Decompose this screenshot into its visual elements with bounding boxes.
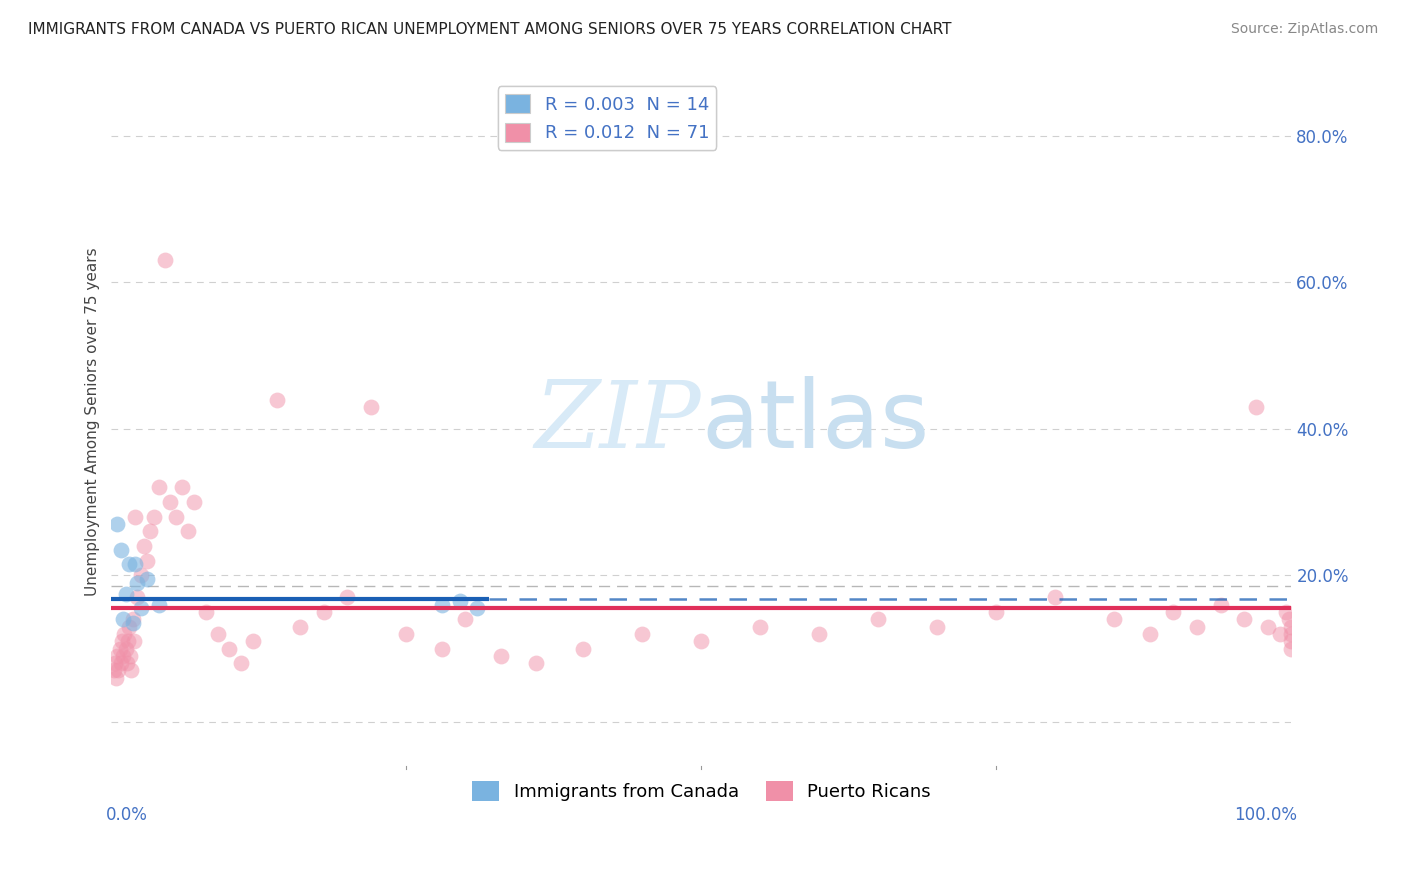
- Point: [111, 634, 134, 648]
- Point: [1278, 612, 1301, 626]
- Point: [107, 664, 129, 678]
- Point: [290, 619, 312, 633]
- Point: [121, 612, 143, 626]
- Point: [1233, 612, 1256, 626]
- Point: [118, 619, 141, 633]
- Point: [110, 656, 132, 670]
- Point: [183, 495, 205, 509]
- Point: [524, 656, 547, 670]
- Point: [1257, 619, 1279, 633]
- Point: [690, 634, 713, 648]
- Point: [395, 627, 418, 641]
- Point: [127, 575, 149, 590]
- Point: [135, 554, 157, 568]
- Point: [1274, 605, 1296, 619]
- Point: [172, 480, 194, 494]
- Point: [1268, 627, 1291, 641]
- Point: [218, 641, 240, 656]
- Point: [112, 627, 135, 641]
- Point: [1281, 627, 1303, 641]
- Point: [430, 641, 453, 656]
- Point: [631, 627, 654, 641]
- Point: [121, 664, 143, 678]
- Point: [1045, 591, 1067, 605]
- Point: [118, 558, 141, 572]
- Text: Source: ZipAtlas.com: Source: ZipAtlas.com: [1230, 22, 1378, 37]
- Point: [124, 509, 146, 524]
- Point: [112, 612, 135, 626]
- Point: [312, 605, 335, 619]
- Point: [110, 542, 132, 557]
- Point: [148, 598, 170, 612]
- Point: [177, 524, 200, 539]
- Text: 0.0%: 0.0%: [105, 805, 148, 823]
- Point: [104, 656, 127, 670]
- Point: [1139, 627, 1161, 641]
- Legend: R = 0.003  N = 14, R = 0.012  N = 71: R = 0.003 N = 14, R = 0.012 N = 71: [498, 87, 717, 150]
- Point: [159, 495, 181, 509]
- Point: [134, 539, 156, 553]
- Point: [572, 641, 595, 656]
- Point: [360, 400, 382, 414]
- Point: [142, 509, 165, 524]
- Point: [1244, 400, 1267, 414]
- Point: [114, 641, 136, 656]
- Point: [114, 586, 136, 600]
- Point: [122, 634, 145, 648]
- Point: [115, 656, 138, 670]
- Point: [129, 601, 152, 615]
- Text: 100.0%: 100.0%: [1234, 805, 1298, 823]
- Point: [430, 598, 453, 612]
- Point: [231, 656, 253, 670]
- Point: [135, 572, 157, 586]
- Point: [266, 392, 288, 407]
- Point: [105, 671, 128, 685]
- Point: [1185, 619, 1208, 633]
- Point: [120, 648, 142, 663]
- Point: [489, 648, 512, 663]
- Point: [207, 627, 229, 641]
- Point: [336, 591, 359, 605]
- Point: [1281, 641, 1303, 656]
- Point: [808, 627, 831, 641]
- Point: [121, 615, 143, 630]
- Point: [1209, 598, 1232, 612]
- Point: [986, 605, 1008, 619]
- Text: IMMIGRANTS FROM CANADA VS PUERTO RICAN UNEMPLOYMENT AMONG SENIORS OVER 75 YEARS : IMMIGRANTS FROM CANADA VS PUERTO RICAN U…: [28, 22, 952, 37]
- Point: [242, 634, 264, 648]
- Point: [112, 648, 135, 663]
- Point: [153, 253, 176, 268]
- Point: [108, 641, 131, 656]
- Point: [1104, 612, 1126, 626]
- Point: [148, 480, 170, 494]
- Point: [454, 612, 477, 626]
- Point: [165, 509, 187, 524]
- Point: [749, 619, 772, 633]
- Point: [127, 591, 149, 605]
- Point: [1163, 605, 1185, 619]
- Point: [139, 524, 162, 539]
- Point: [449, 594, 471, 608]
- Point: [927, 619, 949, 633]
- Text: atlas: atlas: [702, 376, 929, 467]
- Point: [868, 612, 890, 626]
- Point: [103, 664, 125, 678]
- Point: [129, 568, 152, 582]
- Text: ZIP: ZIP: [534, 376, 702, 467]
- Y-axis label: Unemployment Among Seniors over 75 years: Unemployment Among Seniors over 75 years: [86, 247, 100, 596]
- Point: [124, 558, 146, 572]
- Point: [194, 605, 217, 619]
- Point: [105, 516, 128, 531]
- Point: [105, 648, 128, 663]
- Point: [117, 634, 139, 648]
- Point: [1281, 619, 1303, 633]
- Point: [1281, 634, 1303, 648]
- Point: [465, 601, 488, 615]
